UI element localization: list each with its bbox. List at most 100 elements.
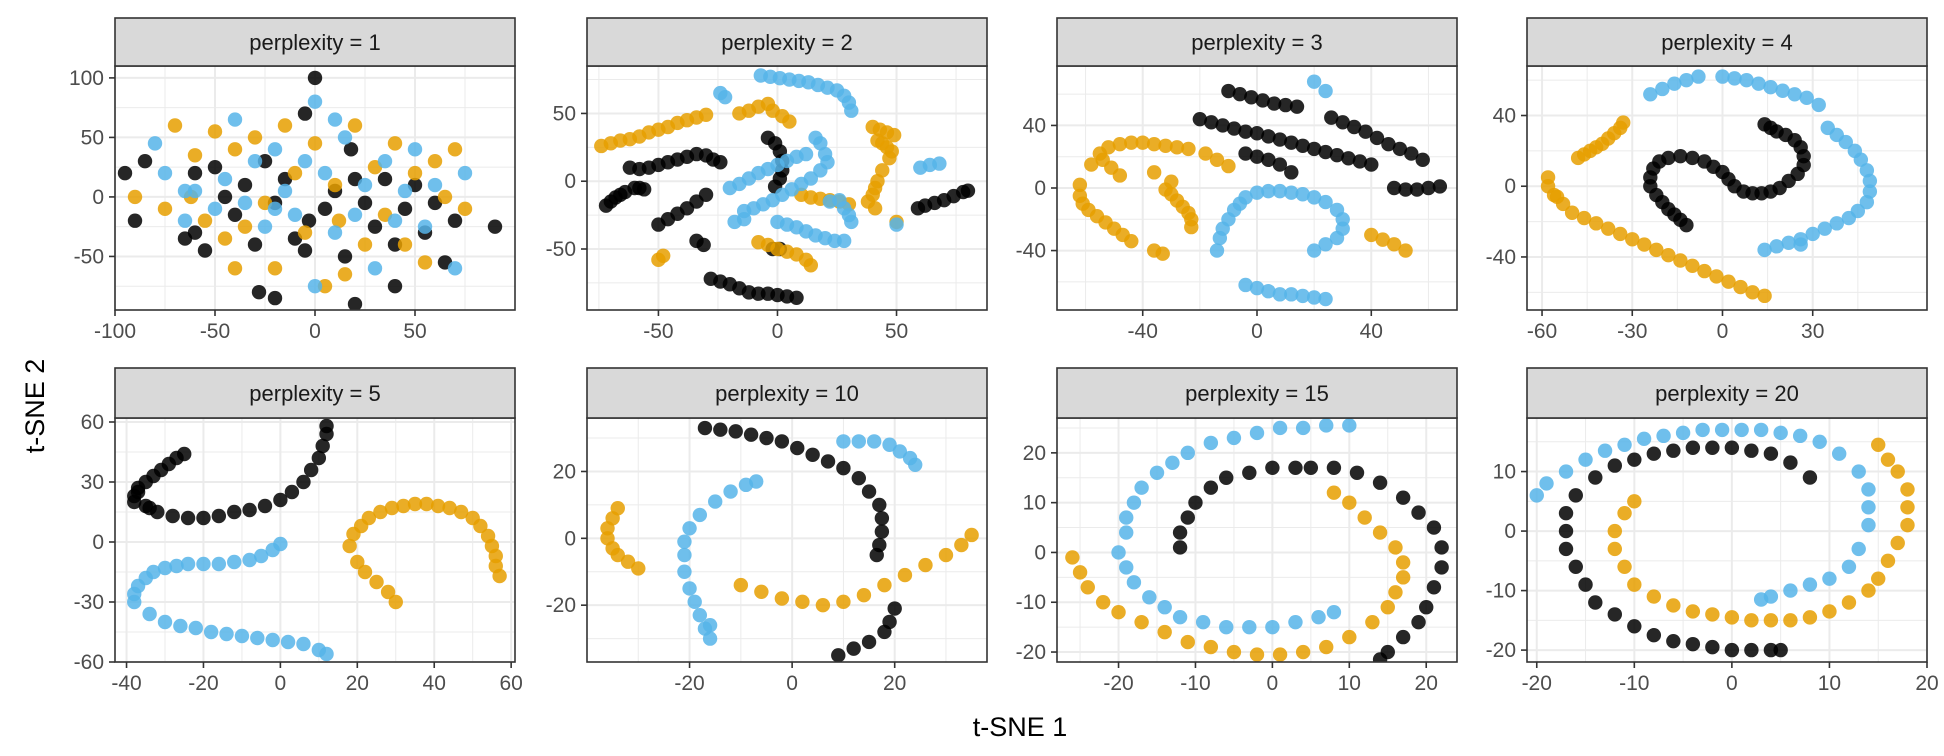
data-point xyxy=(1238,124,1253,139)
data-point xyxy=(1900,482,1915,497)
data-point xyxy=(631,561,646,576)
data-point xyxy=(1329,230,1345,246)
data-point xyxy=(1617,437,1632,452)
data-point xyxy=(874,524,890,539)
facet-strip xyxy=(586,17,988,67)
data-point xyxy=(377,154,393,169)
data-point xyxy=(473,518,488,534)
data-point xyxy=(1288,614,1303,630)
x-tick-label: -30 xyxy=(1617,320,1647,343)
data-point xyxy=(1685,258,1700,273)
data-point xyxy=(1184,219,1199,235)
data-point xyxy=(257,154,273,169)
data-point xyxy=(1601,221,1616,236)
data-point xyxy=(1188,495,1203,510)
data-point xyxy=(1625,232,1640,247)
data-point xyxy=(1341,151,1356,166)
data-point xyxy=(130,484,146,500)
data-point xyxy=(1588,470,1603,485)
data-point xyxy=(427,154,443,169)
data-point xyxy=(177,213,193,228)
data-point xyxy=(1181,141,1196,157)
data-point xyxy=(1691,69,1706,84)
data-point xyxy=(1627,577,1642,592)
x-tick-label: 10 xyxy=(1818,672,1841,695)
data-point xyxy=(327,177,343,193)
data-point xyxy=(361,510,377,526)
data-point xyxy=(203,624,219,640)
points-group xyxy=(127,418,507,662)
x-tick-label: -10 xyxy=(1180,672,1210,695)
panel-2: perplexity = 3 -40 0 40 -40 0 40 xyxy=(1016,17,1458,343)
data-point xyxy=(357,237,373,252)
data-point xyxy=(1607,607,1623,622)
series-black xyxy=(1643,117,1811,233)
data-point xyxy=(1142,590,1157,605)
data-point xyxy=(1238,190,1253,205)
data-point xyxy=(1871,571,1886,586)
data-point xyxy=(1627,494,1642,509)
data-point xyxy=(1365,614,1380,630)
data-point xyxy=(1375,232,1390,247)
data-point xyxy=(805,447,820,462)
data-point xyxy=(1395,570,1411,585)
data-point xyxy=(1072,177,1088,193)
points-group xyxy=(594,68,976,305)
data-point xyxy=(1627,452,1642,467)
data-point xyxy=(1249,126,1265,141)
series-blue xyxy=(127,536,334,662)
data-point xyxy=(1685,636,1701,652)
y-tick-label: -50 xyxy=(74,245,104,268)
data-point xyxy=(1568,488,1583,503)
data-point xyxy=(1352,154,1368,169)
data-point xyxy=(867,201,883,216)
data-point xyxy=(237,177,253,193)
data-point xyxy=(317,278,333,294)
data-point xyxy=(180,510,196,526)
data-point xyxy=(1335,115,1350,130)
data-point xyxy=(1811,97,1826,113)
data-point xyxy=(1697,263,1712,279)
data-point xyxy=(1705,440,1720,455)
data-point xyxy=(698,107,714,123)
data-point xyxy=(677,547,692,563)
data-point xyxy=(146,564,161,580)
data-point xyxy=(1386,237,1402,252)
data-point xyxy=(1733,279,1748,295)
data-point xyxy=(1295,187,1310,202)
data-point xyxy=(1265,460,1280,475)
facet-strip-label: perplexity = 5 xyxy=(249,381,380,406)
x-tick-label: 60 xyxy=(499,672,522,695)
data-point xyxy=(1288,460,1303,475)
series-blue xyxy=(1209,74,1350,307)
data-point xyxy=(319,418,334,434)
data-point xyxy=(877,577,892,593)
data-point xyxy=(1126,575,1142,590)
data-point xyxy=(357,177,373,193)
data-point xyxy=(277,118,293,133)
data-point xyxy=(789,290,804,305)
data-point xyxy=(1165,455,1180,471)
data-point xyxy=(1568,559,1583,574)
data-point xyxy=(1203,435,1219,451)
facet-strip xyxy=(1526,17,1928,67)
y-tick-label: 20 xyxy=(553,460,576,483)
data-point xyxy=(1398,243,1413,258)
y-tick-label: -40 xyxy=(1016,240,1046,263)
data-point xyxy=(217,189,233,205)
data-point xyxy=(1306,290,1322,305)
data-point xyxy=(774,591,790,606)
facet-strip-label: perplexity = 3 xyxy=(1191,30,1322,55)
data-point xyxy=(1775,83,1790,98)
data-point xyxy=(307,278,323,294)
data-point xyxy=(1781,235,1796,251)
data-point xyxy=(227,261,243,276)
data-point xyxy=(317,165,333,181)
y-tick-label: -10 xyxy=(1016,591,1046,614)
data-point xyxy=(257,498,273,514)
data-point xyxy=(117,165,133,181)
data-point xyxy=(1564,205,1580,220)
data-point xyxy=(142,500,157,516)
data-point xyxy=(844,214,859,230)
x-tick-label: 40 xyxy=(1360,320,1383,343)
